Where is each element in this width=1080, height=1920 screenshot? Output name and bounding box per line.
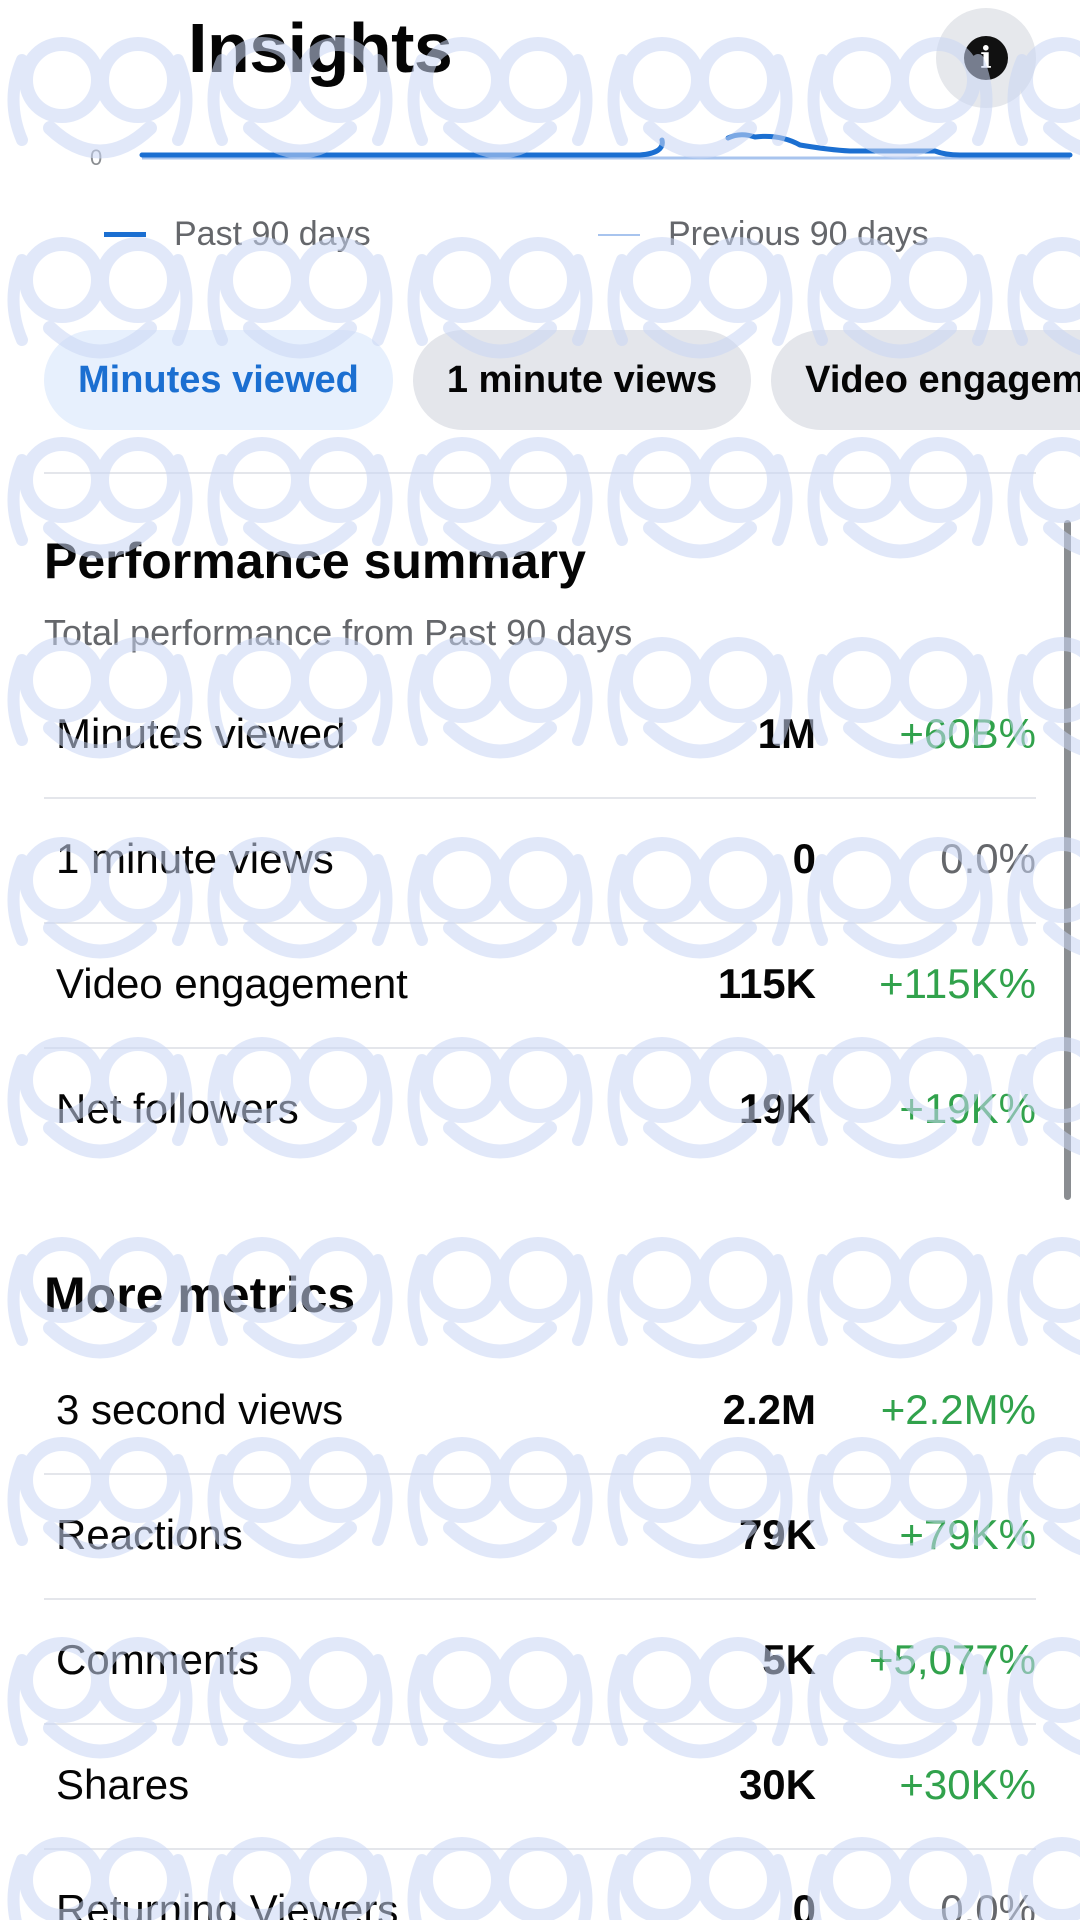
metric-row-minutes-viewed[interactable]: Minutes viewed 1M +60B%: [44, 674, 1036, 799]
metric-change: +30K%: [899, 1761, 1036, 1808]
metric-label: Shares: [56, 1761, 190, 1808]
legend-label-past: Past 90 days: [174, 215, 371, 253]
scrollbar[interactable]: [1064, 520, 1071, 1200]
more-metrics-list: 3 second views 2.2M +2.2M% Reactions 79K…: [44, 1350, 1036, 1920]
performance-summary-list: Minutes viewed 1M +60B% 1 minute views 0…: [44, 674, 1036, 1174]
metric-change: +2.2M%: [880, 1386, 1036, 1433]
metric-value: 1M: [757, 710, 816, 757]
trend-chart: 0: [90, 132, 1073, 170]
metric-change: +60B%: [899, 710, 1036, 757]
metric-value: 115K: [717, 960, 816, 1007]
legend-label-previous: Previous 90 days: [668, 215, 929, 253]
metric-row-reactions[interactable]: Reactions 79K +79K%: [44, 1475, 1036, 1600]
metric-change: 0.0%: [940, 1886, 1036, 1920]
metric-value: 79K: [738, 1511, 816, 1558]
legend-item-past: Past 90 days: [104, 215, 371, 254]
metric-value: 0: [792, 835, 816, 882]
metric-label: 1 minute views: [56, 835, 334, 882]
metric-change: 0.0%: [940, 835, 1036, 882]
metric-change: +115K%: [879, 960, 1036, 1007]
metric-label: Net followers: [56, 1085, 299, 1132]
metric-value: 5K: [762, 1636, 816, 1683]
info-icon: i: [964, 36, 1008, 80]
legend-item-previous: Previous 90 days: [598, 215, 929, 254]
metric-change: +19K%: [899, 1085, 1036, 1132]
legend-swatch-previous: [598, 233, 640, 236]
tab-video-engagement[interactable]: Video engagement: [771, 330, 1080, 430]
metric-row-shares[interactable]: Shares 30K +30K%: [44, 1725, 1036, 1850]
metric-label: Returning Viewers: [56, 1886, 399, 1920]
metric-value: 0: [792, 1886, 816, 1920]
metric-value: 19K: [738, 1085, 816, 1132]
tab-1-minute-views[interactable]: 1 minute views: [412, 330, 752, 430]
legend-swatch-past: [104, 232, 146, 237]
divider: [44, 472, 1036, 474]
metric-row-3-second-views[interactable]: 3 second views 2.2M +2.2M%: [44, 1350, 1036, 1475]
metric-value: 2.2M: [722, 1386, 816, 1433]
metric-value: 30K: [738, 1761, 816, 1808]
metric-row-returning-viewers[interactable]: Returning Viewers 0 0.0%: [44, 1850, 1036, 1920]
metric-label: 3 second views: [56, 1386, 344, 1433]
metric-label: Comments: [56, 1636, 260, 1683]
metric-change: +5,077%: [869, 1636, 1036, 1683]
metric-label: Reactions: [56, 1511, 243, 1558]
more-metrics-title: More metrics: [44, 1267, 356, 1323]
metric-label: Video engagement: [56, 960, 408, 1007]
metric-row-comments[interactable]: Comments 5K +5,077%: [44, 1600, 1036, 1725]
tab-minutes-viewed[interactable]: Minutes viewed: [44, 330, 393, 430]
performance-summary-subtitle: Total performance from Past 90 days: [44, 612, 633, 653]
page-title: Insights: [188, 9, 453, 87]
info-button[interactable]: i: [936, 8, 1036, 108]
metric-label: Minutes viewed: [56, 710, 346, 757]
series-line-past: [139, 132, 1073, 158]
metric-row-1-minute-views[interactable]: 1 minute views 0 0.0%: [44, 799, 1036, 924]
metric-row-net-followers[interactable]: Net followers 19K +19K%: [44, 1049, 1036, 1174]
metric-tabs: Minutes viewed 1 minute views Video engage…: [44, 330, 1080, 430]
metric-change: +79K%: [899, 1511, 1036, 1558]
metric-row-video-engagement[interactable]: Video engagement 115K +115K%: [44, 924, 1036, 1049]
y-tick-label: 0: [90, 145, 102, 170]
performance-summary-title: Performance summary: [44, 533, 586, 589]
